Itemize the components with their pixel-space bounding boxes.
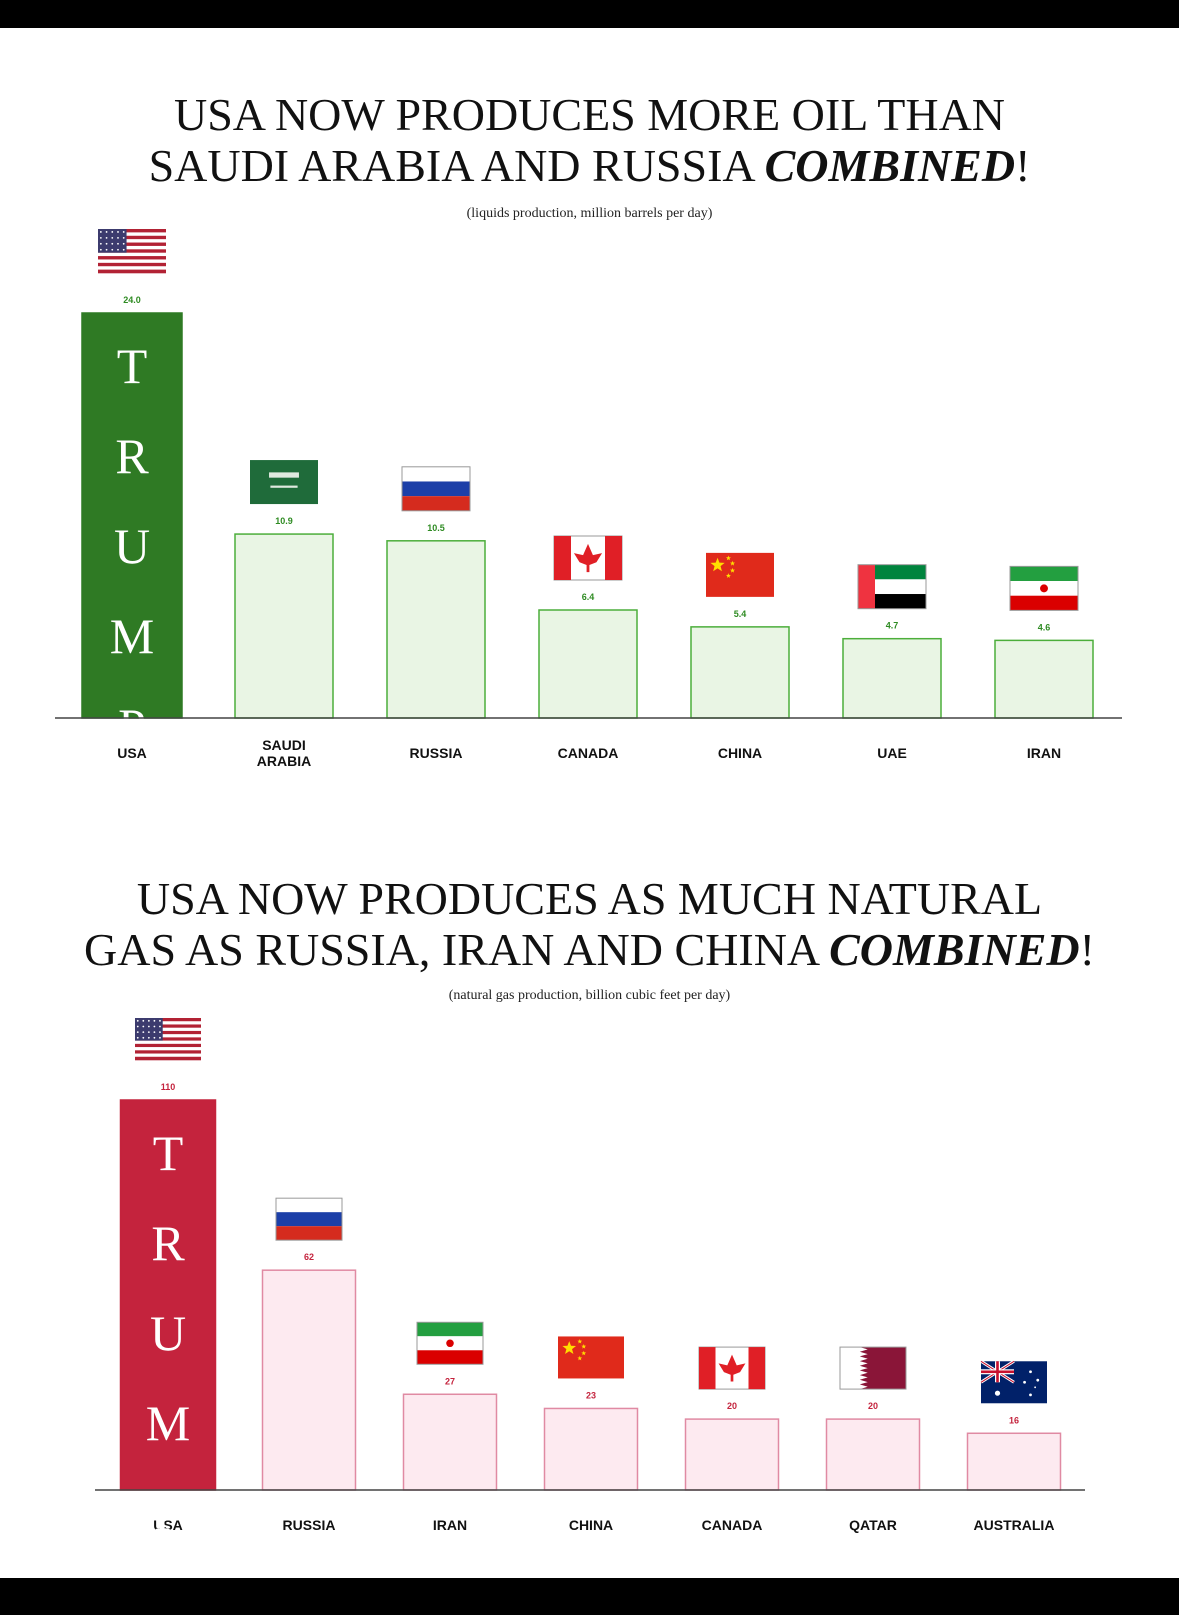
bar-russia (386, 540, 486, 719)
uae-flag (857, 564, 927, 610)
value-label: 6.4 (582, 592, 595, 602)
oil-title-line2: SAUDI ARABIA AND RUSSIA COMBINED! (0, 140, 1179, 191)
trump-letter: M (146, 1395, 190, 1451)
value-label: 110 (161, 1082, 176, 1092)
trump-letter: T (117, 338, 148, 394)
oil-title-suffix: ! (1015, 140, 1031, 191)
trump-letter: P (118, 698, 146, 754)
trump-letter: P (154, 1485, 182, 1541)
trump-letter: R (151, 1215, 185, 1271)
value-label: 5.4 (734, 609, 747, 619)
category-label: RUSSIA (410, 745, 463, 761)
category-label: AUSTRALIA (974, 1517, 1055, 1533)
value-label: 4.6 (1038, 622, 1051, 632)
usa-flag (98, 229, 166, 274)
category-label: UAE (877, 745, 907, 761)
category-label: IRAN (433, 1517, 467, 1533)
bar-qatar (825, 1418, 921, 1491)
category-label: SAUDI ARABIA (257, 737, 311, 769)
gas-title-suffix: ! (1079, 924, 1095, 975)
category-label: RUSSIA (283, 1517, 336, 1533)
canada-flag (553, 535, 623, 581)
page: USA NOW PRODUCES MORE OIL THAN SAUDI ARA… (0, 28, 1179, 1578)
bar-uae (842, 637, 942, 719)
iran-flag (416, 1321, 484, 1365)
value-label: 10.9 (275, 516, 293, 526)
category-label: CHINA (718, 745, 762, 761)
bar-saudi-arabia (234, 533, 334, 719)
bar-australia (966, 1432, 1062, 1491)
gas-chart-subtitle: (natural gas production, billion cubic f… (448, 988, 731, 1003)
value-label: 10.5 (427, 523, 445, 533)
bar-china (690, 626, 790, 719)
canada-flag (698, 1346, 766, 1390)
trump-letter: M (110, 608, 154, 664)
russia-flag (275, 1197, 343, 1241)
category-label: CHINA (569, 1517, 613, 1533)
gas-chart-title: USA NOW PRODUCES AS MUCH NATURAL GAS AS … (0, 873, 1179, 975)
category-label: IRAN (1027, 745, 1061, 761)
oil-title-line2-text: SAUDI ARABIA AND RUSSIA (148, 140, 765, 191)
trump-letter: U (114, 518, 150, 574)
bar-canada (538, 609, 638, 719)
value-label: 62 (304, 1252, 314, 1262)
qatar-flag (839, 1346, 907, 1390)
value-label: 23 (586, 1390, 596, 1400)
bar-china (543, 1407, 639, 1491)
value-label: 20 (727, 1401, 737, 1411)
category-label: CANADA (702, 1517, 763, 1533)
russia-flag (401, 466, 471, 512)
trump-letter: R (115, 428, 149, 484)
category-label: USA (117, 745, 147, 761)
trump-letter: U (150, 1305, 186, 1361)
gas-title-emphasis: COMBINED (829, 924, 1080, 975)
bar-iran (402, 1393, 498, 1491)
value-label: 16 (1009, 1415, 1019, 1425)
value-label: 24.0 (123, 295, 141, 305)
bar-iran (994, 639, 1094, 719)
bar-russia (261, 1269, 357, 1491)
bar-usa (81, 312, 183, 719)
gas-title-line1: USA NOW PRODUCES AS MUCH NATURAL (136, 873, 1043, 924)
bar-canada (684, 1418, 780, 1491)
gas-title-line2-text: GAS AS RUSSIA, IRAN AND CHINA (84, 924, 830, 975)
china-flag (706, 552, 774, 597)
category-label: QATAR (849, 1517, 897, 1533)
trump-letter: T (153, 1125, 184, 1181)
oil-chart-subtitle: (liquids production, million barrels per… (466, 206, 713, 221)
oil-title-emphasis: COMBINED (764, 140, 1016, 191)
value-label: 20 (868, 1401, 878, 1411)
australia-flag (980, 1360, 1047, 1404)
gas-title-line2: GAS AS RUSSIA, IRAN AND CHINA COMBINED! (0, 924, 1179, 975)
saudi-arabia-flag (250, 460, 318, 505)
oil-title-line1: USA NOW PRODUCES MORE OIL THAN (173, 89, 1006, 140)
iran-flag (1009, 565, 1079, 611)
oil-chart-title: USA NOW PRODUCES MORE OIL THAN SAUDI ARA… (0, 89, 1179, 191)
china-flag (558, 1336, 624, 1379)
category-label: CANADA (558, 745, 619, 761)
value-label: 27 (445, 1376, 455, 1386)
category-label: USA (153, 1517, 183, 1533)
value-label: 4.7 (886, 621, 899, 631)
usa-flag (135, 1018, 201, 1061)
